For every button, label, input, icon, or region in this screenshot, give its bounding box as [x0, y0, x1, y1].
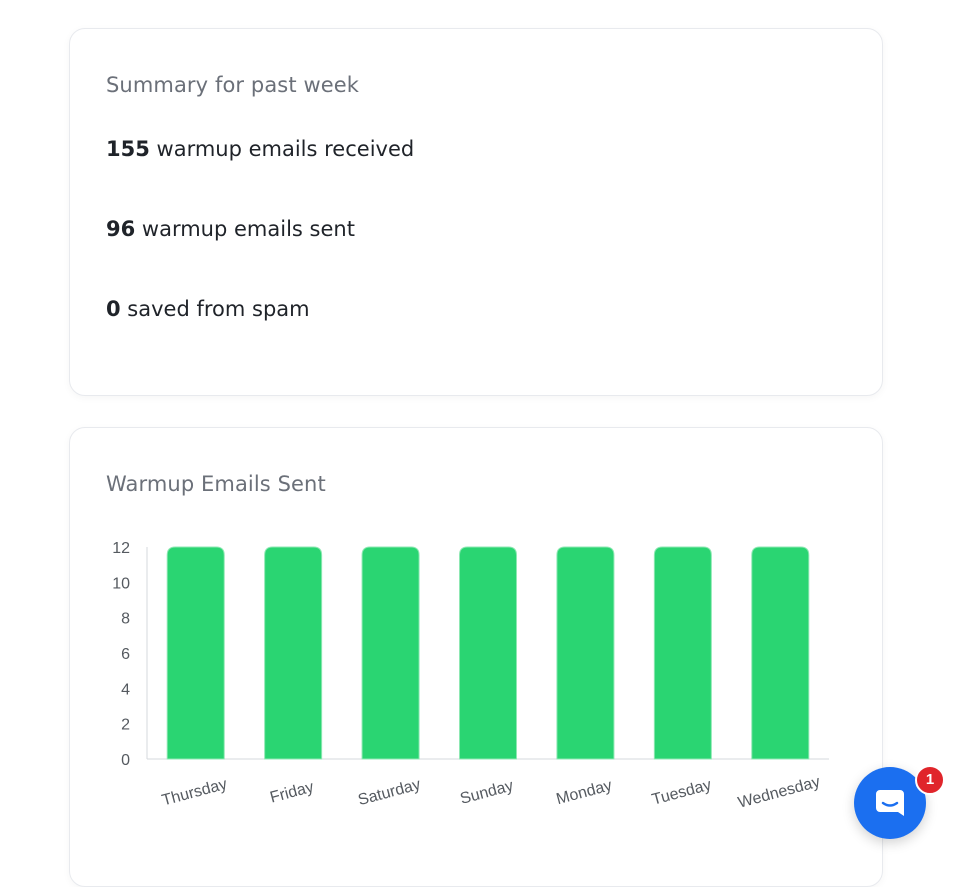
stat-value: 155	[106, 137, 150, 161]
bar-monday	[556, 546, 615, 760]
summary-title: Summary for past week	[106, 73, 360, 97]
x-category-label: Wednesday	[736, 774, 822, 812]
bar-friday	[264, 546, 323, 760]
stat-label: warmup emails sent	[135, 217, 355, 241]
stat-emails-received: 155 warmup emails received	[106, 137, 414, 161]
stat-saved-from-spam: 0 saved from spam	[106, 297, 310, 321]
y-tick-label: 8	[121, 611, 130, 628]
x-category-label: Friday	[268, 779, 315, 807]
notification-badge: 1	[915, 765, 945, 795]
bar-thursday	[166, 546, 225, 760]
stat-label: warmup emails received	[149, 137, 415, 161]
warmup-emails-chart: 0 2 4 6 8 10 12 Thursday Friday Saturday Sunday Mon…	[112, 540, 829, 812]
x-category-label: Sunday	[458, 777, 515, 807]
summary-card: Summary for past week 155 warmup emails …	[69, 28, 883, 396]
chart-card: Warmup Emails Sent 0 2 4 6 8 10 12 Thursday Frid…	[69, 427, 883, 887]
stat-value: 0	[106, 297, 121, 321]
chat-bubble-icon	[876, 790, 904, 816]
stat-label: saved from spam	[120, 297, 310, 321]
chart-title: Warmup Emails Sent	[106, 472, 326, 496]
bar-tuesday	[653, 546, 712, 760]
x-category-label: Thursday	[160, 776, 229, 810]
y-tick-label: 10	[112, 575, 130, 592]
y-tick-label: 2	[121, 717, 130, 734]
x-category-label: Saturday	[356, 776, 422, 809]
y-tick-label: 6	[121, 646, 130, 663]
bar-wednesday	[751, 546, 810, 760]
bar-saturday	[361, 546, 420, 760]
stat-emails-sent: 96 warmup emails sent	[106, 217, 355, 241]
x-category-label: Monday	[555, 777, 614, 808]
chat-launcher-button[interactable]	[854, 767, 926, 839]
x-category-label: Tuesday	[650, 777, 713, 809]
y-tick-label: 12	[112, 540, 130, 557]
bar-sunday	[459, 546, 517, 760]
y-tick-label: 4	[121, 681, 130, 698]
y-tick-label: 0	[121, 752, 130, 769]
stat-value: 96	[106, 217, 136, 241]
